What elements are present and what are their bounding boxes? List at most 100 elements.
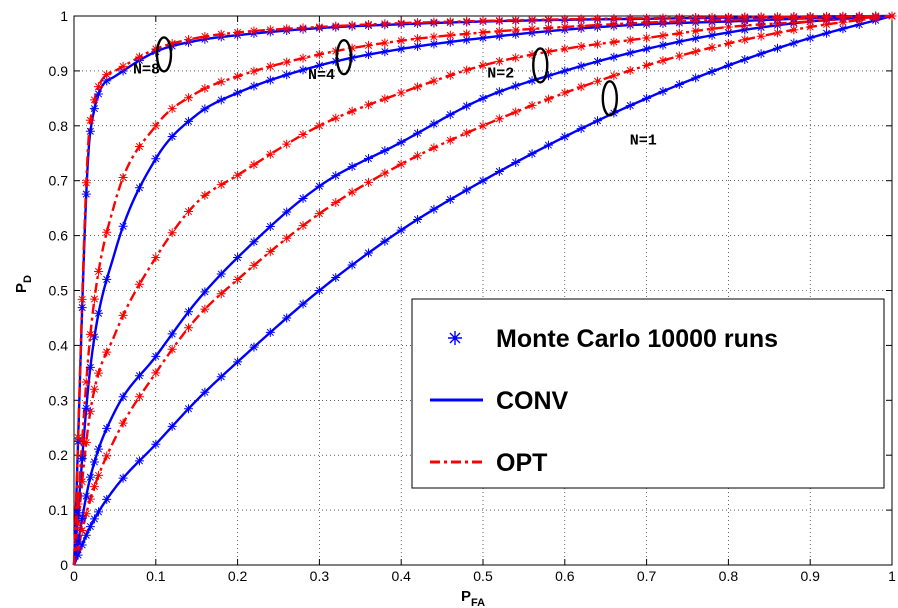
mc-marker-5-8 [134,142,144,152]
mc-marker-0-49 [805,33,815,43]
mc-marker-1-21 [347,187,357,197]
mc-marker-5-24 [396,36,406,46]
mc-marker-5-28 [462,29,472,39]
mc-marker-5-0 [73,499,83,509]
mc-marker-0-25 [413,214,423,224]
mc-marker-2-1 [77,513,87,523]
mc-marker-1-37 [609,71,619,81]
mc-marker-3-31 [511,53,521,63]
mc-marker-7-24 [396,18,406,28]
mc-marker-1-36 [593,76,603,86]
mc-marker-1-10 [167,344,177,354]
mc-marker-0-21 [347,260,357,270]
mc-marker-0-35 [576,124,586,134]
mc-marker-2-34 [560,66,570,76]
mc-marker-1-35 [576,82,586,92]
mc-marker-3-3 [85,406,95,416]
annotation-label-0: N=8 [133,61,160,78]
mc-marker-3-28 [462,65,472,75]
mc-marker-5-17 [282,57,292,67]
mc-marker-1-33 [543,94,553,104]
mc-marker-5-7 [118,172,128,182]
mc-marker-0-0 [73,550,83,560]
mc-marker-4-20 [331,56,341,66]
mc-marker-3-11 [184,207,194,217]
mc-marker-5-18 [298,53,308,63]
mc-marker-3-45 [740,21,750,31]
x-tick-label-2: 0.2 [228,568,248,584]
mc-marker-2-33 [543,71,553,81]
mc-marker-7-29 [478,16,488,26]
mc-marker-7-31 [511,15,521,25]
mc-marker-5-20 [331,46,341,56]
y-tick-label-10: 1 [60,8,68,24]
mc-marker-5-6 [102,227,112,237]
mc-marker-1-32 [527,100,537,110]
mc-marker-4-30 [494,31,504,41]
mc-marker-7-48 [789,12,799,22]
legend-label-opt: OPT [496,449,547,477]
mc-marker-1-28 [462,128,472,138]
mc-marker-5-12 [200,83,210,93]
mc-marker-3-2 [81,438,91,447]
mc-marker-5-14 [233,71,243,81]
mc-marker-0-30 [494,166,504,176]
mc-marker-7-47 [772,12,782,22]
mc-marker-4-5 [94,308,104,318]
x-tick-label-1: 0.1 [146,568,166,584]
mc-marker-0-39 [642,93,652,103]
mc-marker-0-43 [707,67,717,77]
mc-marker-1-27 [445,135,455,145]
mc-marker-3-23 [380,94,390,104]
mc-marker-3-19 [314,121,324,131]
mc-marker-0-1 [77,540,87,550]
mc-marker-1-20 [331,198,341,208]
mc-marker-4-25 [413,41,423,51]
mc-marker-3-12 [200,190,210,200]
annotation-ellipse-1 [335,38,353,76]
mc-marker-5-29 [478,27,488,37]
y-tick-label-9: 0.9 [49,63,69,79]
mc-marker-7-23 [380,19,390,29]
mc-marker-3-39 [642,33,652,43]
mc-marker-1-45 [740,35,750,45]
mc-marker-1-8 [134,392,144,402]
mc-marker-2-8 [134,371,144,381]
annotations: N=8 N=4 N=2 N=1 [133,36,657,149]
mc-marker-7-45 [740,12,750,22]
mc-marker-2-41 [674,37,684,47]
mc-marker-2-31 [511,81,521,91]
mc-marker-5-23 [380,38,390,48]
mc-marker-0-9 [151,439,161,449]
mc-marker-1-40 [658,56,668,66]
mc-marker-0-22 [363,248,373,258]
mc-marker-1-3 [85,494,95,504]
mc-marker-2-36 [593,56,603,66]
mc-marker-7-52 [854,11,864,21]
mc-marker-4-7 [118,221,128,231]
mc-marker-0-34 [560,132,570,142]
mc-marker-7-46 [756,12,766,22]
mc-marker-3-21 [347,106,357,116]
annotation-label-3: N=1 [630,132,657,149]
mc-marker-6-6 [102,76,112,86]
mc-marker-2-21 [347,162,357,172]
y-tick-label-4: 0.4 [49,337,69,353]
mc-marker-7-36 [593,14,603,24]
mc-marker-0-41 [674,80,684,90]
mc-marker-2-13 [216,269,226,279]
mc-marker-1-4 [89,482,99,492]
mc-marker-7-9 [151,44,161,54]
x-axis-label-main: P [461,588,471,605]
mc-marker-0-6 [102,494,112,504]
mc-marker-5-5 [94,266,104,276]
mc-marker-1-11 [184,323,194,333]
mc-marker-5-16 [265,61,275,71]
mc-marker-7-49 [805,12,815,22]
mc-marker-7-1 [77,294,87,304]
mc-marker-1-26 [429,143,439,153]
mc-marker-3-44 [723,22,733,32]
mc-marker-7-28 [462,16,472,26]
mc-marker-7-39 [642,13,652,23]
mc-marker-0-46 [756,49,766,59]
